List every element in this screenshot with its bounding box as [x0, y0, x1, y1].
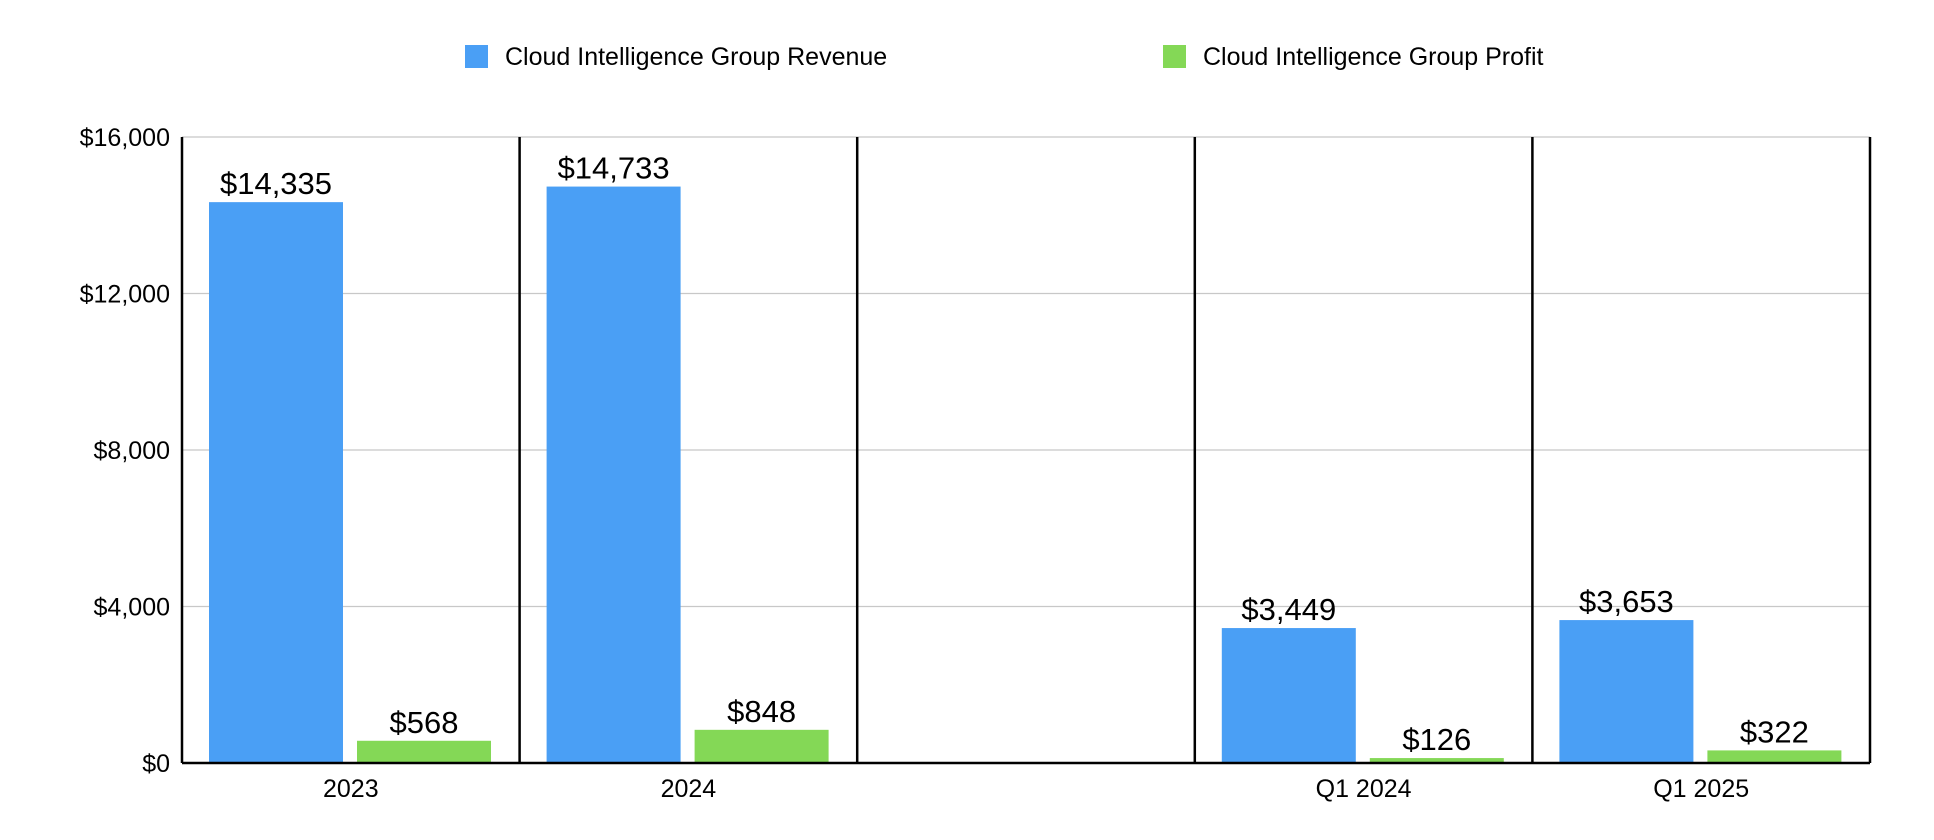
data-label-profit: $322 [1740, 714, 1809, 749]
data-label-revenue: $14,733 [558, 151, 670, 186]
data-label-revenue: $3,449 [1241, 592, 1336, 627]
y-axis-ticks: $0 $4,000 $8,000 $12,000 $16,000 [80, 124, 170, 778]
legend: Cloud Intelligence Group Revenue Cloud I… [465, 43, 1544, 71]
bar-profit [1707, 750, 1842, 763]
legend-label-revenue: Cloud Intelligence Group Revenue [505, 43, 887, 71]
data-label-revenue: $14,335 [220, 166, 332, 201]
bar-revenue [209, 202, 343, 763]
bar-revenue [546, 186, 681, 763]
legend-swatch-revenue [465, 45, 488, 68]
x-axis-ticks: 2023 2024 Q1 2024 Q1 2025 [323, 775, 1749, 803]
data-label-profit: $848 [727, 694, 796, 729]
data-label-revenue: $3,653 [1579, 584, 1674, 619]
bar-revenue [1221, 628, 1356, 763]
bars: $14,335 $14,733 $3,449 $3,653 $568 $848 $126 $3… [209, 151, 1842, 763]
y-tick-label: $0 [142, 750, 170, 778]
legend-label-profit: Cloud Intelligence Group Profit [1203, 43, 1544, 71]
x-tick-label: Q1 2025 [1653, 775, 1749, 803]
bar-profit [357, 740, 491, 763]
y-tick-label: $16,000 [80, 124, 170, 152]
y-tick-label: $4,000 [94, 594, 170, 622]
bar-profit [694, 729, 829, 763]
x-tick-label: Q1 2024 [1316, 775, 1412, 803]
x-tick-label: 2024 [661, 775, 717, 803]
data-label-profit: $126 [1402, 722, 1471, 757]
gridlines [182, 136, 1870, 608]
category-separators [180, 137, 1872, 765]
y-tick-label: $8,000 [94, 437, 170, 465]
bar-profit [1369, 758, 1504, 763]
x-tick-label: 2023 [323, 775, 379, 803]
data-label-profit: $568 [390, 705, 459, 740]
y-tick-label: $12,000 [80, 281, 170, 309]
legend-swatch-profit [1163, 45, 1186, 68]
bar-revenue [1559, 620, 1694, 763]
